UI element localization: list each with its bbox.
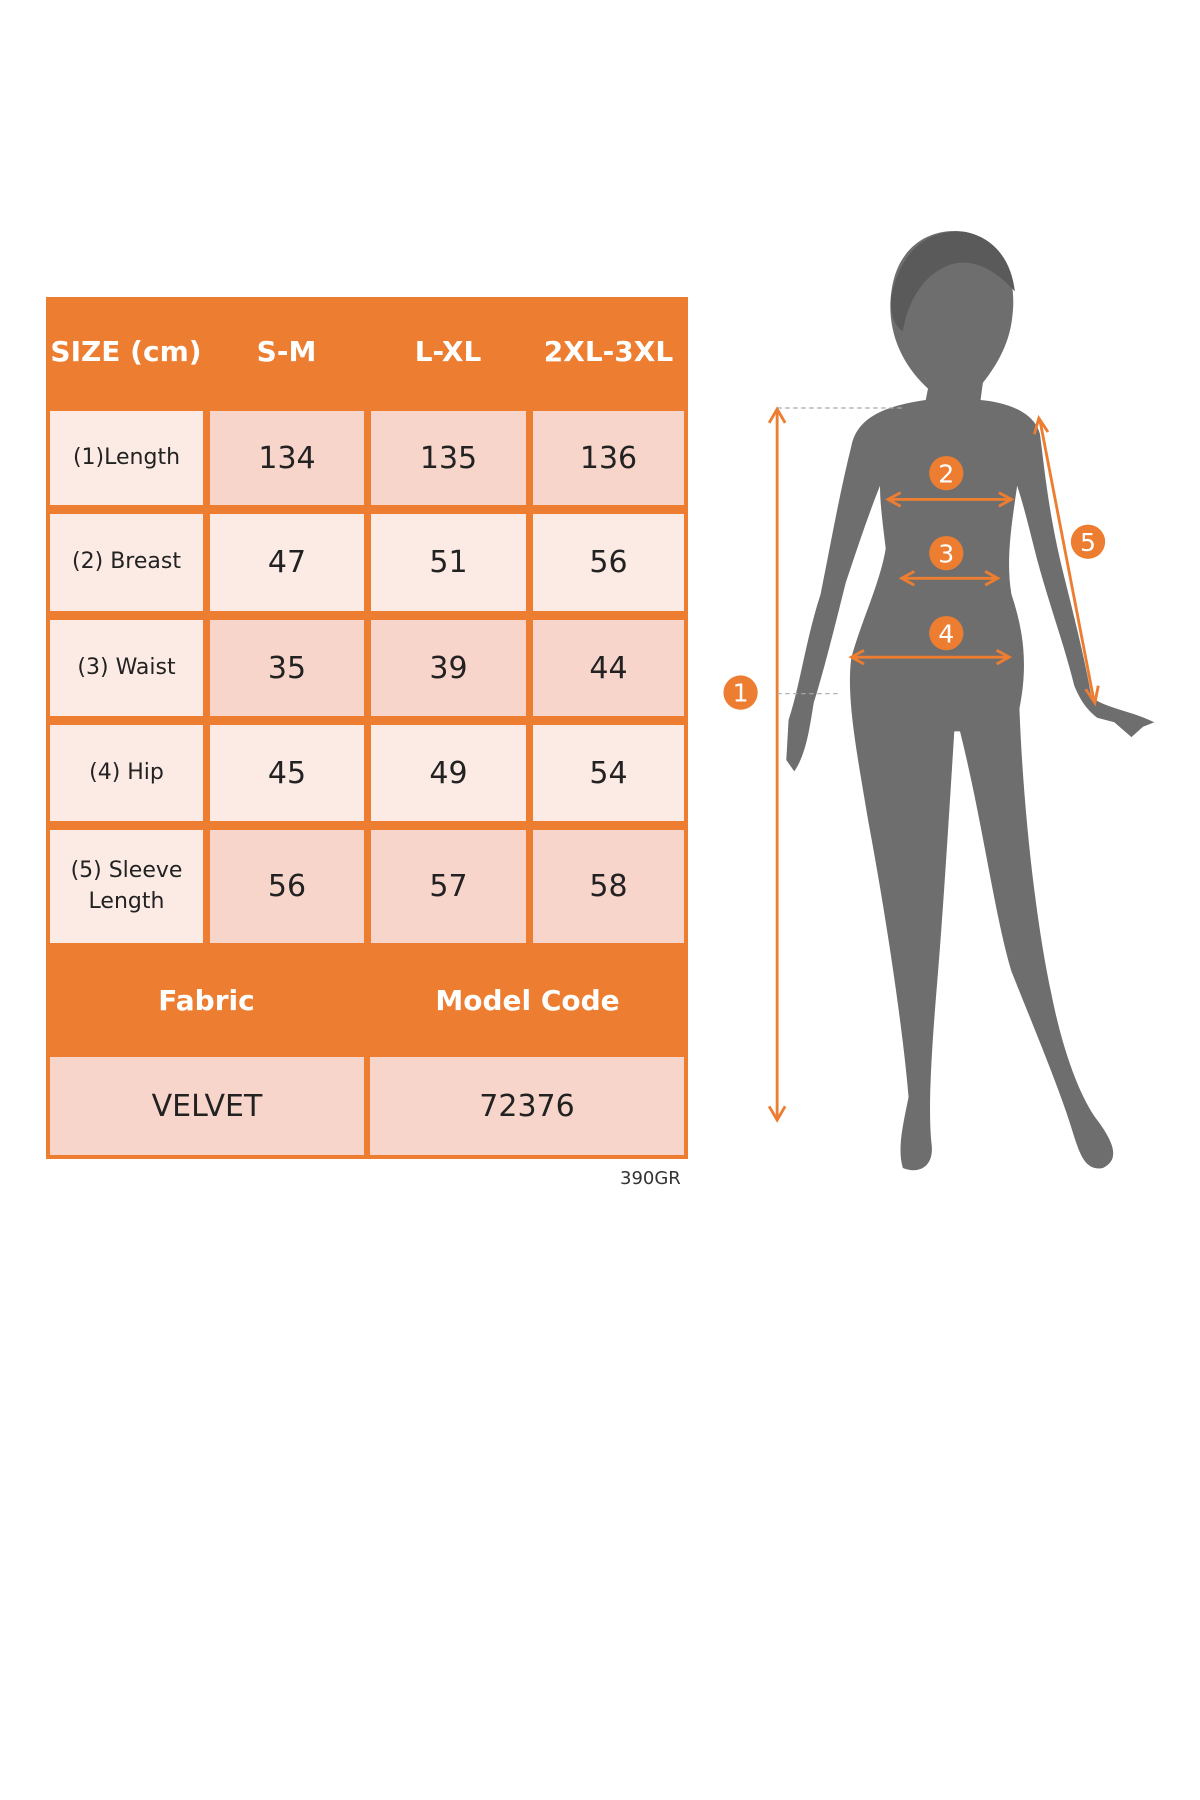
- row-label: (2) Breast: [50, 514, 203, 611]
- size-chart-table: SIZE (cm) S-M L-XL 2XL-3XL (1)Length 134 1…: [46, 297, 688, 1159]
- marker-5: 5: [1080, 528, 1096, 557]
- marker-2-icon: [929, 456, 964, 491]
- marker-3-icon: [929, 536, 964, 571]
- marker-1-icon: [723, 675, 758, 710]
- fabric-header: Fabric: [158, 984, 255, 1018]
- size-value: 44: [533, 620, 684, 716]
- marker-5-icon: [1070, 524, 1106, 559]
- model-code-header: Model Code: [435, 984, 620, 1018]
- size-value: 51: [371, 514, 526, 611]
- hair-shape: [890, 231, 1015, 332]
- size-value: 54: [533, 725, 684, 821]
- size-value: 39: [371, 620, 526, 716]
- size-value: 49: [371, 725, 526, 821]
- size-value: 47: [210, 514, 364, 611]
- fabric-value: VELVET: [50, 1057, 364, 1155]
- size-value: 134: [210, 411, 364, 505]
- marker-4-icon: [929, 616, 964, 651]
- size-value: 56: [210, 830, 364, 943]
- weight-note: 390GR: [620, 1168, 681, 1189]
- row-label: (4) Hip: [50, 725, 203, 821]
- row-label: (5) Sleeve Length: [50, 830, 203, 943]
- marker-3: 3: [938, 539, 954, 568]
- size-value: 58: [533, 830, 684, 943]
- size-value: 45: [210, 725, 364, 821]
- marker-4: 4: [938, 619, 954, 648]
- size-value: 35: [210, 620, 364, 716]
- size-value: 57: [371, 830, 526, 943]
- size-value: 135: [371, 411, 526, 505]
- size-col-header: 2XL-3XL: [543, 335, 674, 369]
- model-code-value: 72376: [370, 1057, 684, 1155]
- size-value: 136: [533, 411, 684, 505]
- size-header: SIZE (cm): [50, 335, 202, 369]
- size-value: 56: [533, 514, 684, 611]
- marker-1: 1: [733, 679, 749, 708]
- marker-2: 2: [938, 459, 954, 488]
- measurement-arrows: [767, 406, 1100, 1123]
- size-col-header: L-XL: [414, 335, 482, 369]
- row-label: (1)Length: [50, 411, 203, 505]
- size-col-header: S-M: [256, 335, 317, 369]
- row-label: (3) Waist: [50, 620, 203, 716]
- woman-silhouette: [786, 231, 1155, 1171]
